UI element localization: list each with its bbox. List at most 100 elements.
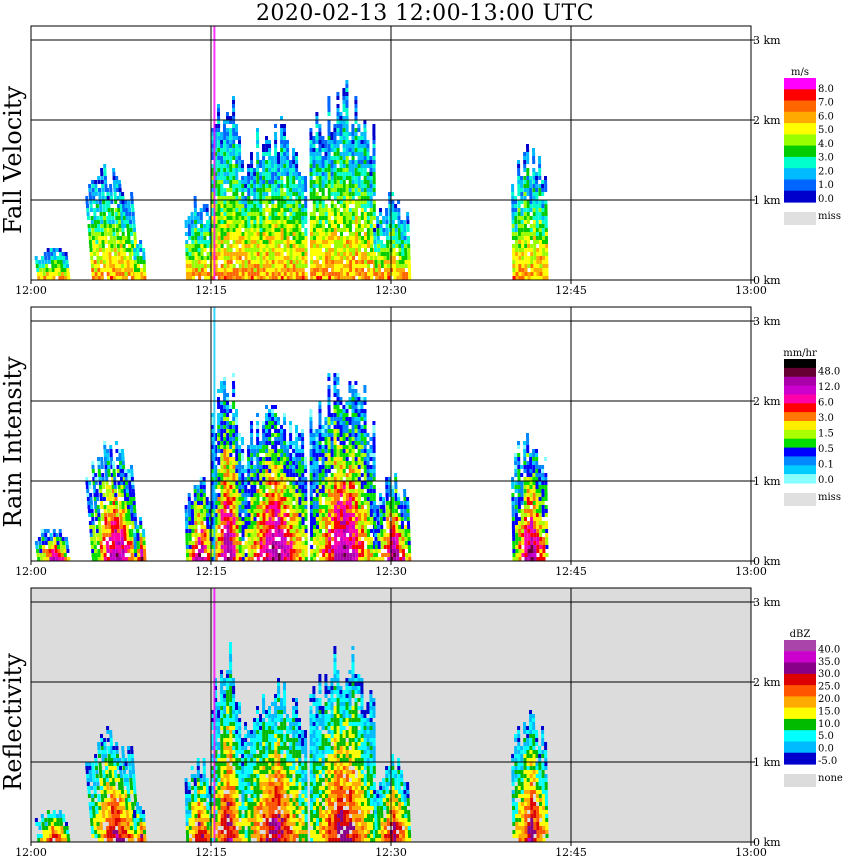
echo-cell — [103, 164, 107, 168]
echo-cell — [524, 272, 528, 276]
echo-cell — [319, 244, 322, 248]
echo-cell — [312, 228, 316, 232]
echo-cell — [262, 449, 266, 453]
echo-cell — [226, 441, 230, 445]
echo-cell — [324, 453, 328, 457]
echo-cell — [286, 489, 290, 493]
echo-cell — [194, 501, 197, 505]
echo-cell — [312, 204, 316, 208]
echo-cell — [295, 493, 299, 497]
echo-cell — [217, 148, 221, 152]
echo-cell — [229, 497, 233, 501]
echo-cell — [363, 160, 367, 164]
echo-cell — [319, 276, 323, 280]
echo-cell — [518, 248, 522, 252]
echo-cell — [220, 136, 223, 140]
echo-cell — [274, 477, 278, 481]
echo-cell — [256, 497, 260, 501]
echo-cell — [357, 216, 361, 220]
echo-cell — [286, 445, 289, 449]
echo-cell — [301, 437, 305, 441]
echo-cell — [345, 168, 349, 172]
echo-cell — [211, 501, 215, 505]
echo-cell — [532, 168, 536, 172]
echo-cell — [315, 136, 319, 140]
echo-cell — [292, 232, 296, 236]
echo-cell — [286, 184, 290, 188]
echo-cell — [298, 453, 302, 457]
echo-cell — [199, 216, 203, 220]
echo-cell — [62, 260, 66, 264]
echo-cell — [363, 164, 367, 168]
echo-cell — [259, 509, 263, 513]
echo-cell — [271, 445, 275, 449]
echo-cell — [211, 240, 215, 244]
echo-cell — [238, 212, 242, 216]
echo-cell — [196, 497, 200, 501]
echo-cell — [289, 212, 293, 216]
echo-cell — [130, 465, 133, 469]
echo-cell — [304, 469, 308, 473]
echo-cell — [229, 160, 233, 164]
echo-cell — [100, 168, 104, 172]
echo-cell — [223, 172, 227, 176]
echo-cell — [268, 497, 272, 501]
echo-cell — [286, 224, 290, 228]
echo-cell — [404, 244, 407, 248]
echo-cell — [105, 208, 109, 212]
echo-cell — [226, 541, 230, 545]
echo-cell — [220, 477, 224, 481]
echo-cell — [207, 276, 211, 280]
echo-cell — [226, 112, 229, 116]
echo-cell — [351, 132, 355, 136]
echo-cell — [232, 393, 236, 397]
echo-cell — [324, 449, 328, 453]
echo-cell — [407, 264, 411, 268]
echo-cell — [343, 236, 346, 240]
echo-cell — [187, 497, 191, 501]
echo-cell — [517, 212, 521, 216]
echo-cell — [301, 485, 305, 489]
echo-cell — [229, 272, 233, 276]
echo-cell — [334, 272, 338, 276]
echo-cell — [40, 557, 44, 561]
echo-cell — [392, 252, 396, 256]
echo-cell — [339, 160, 343, 164]
echo-cell — [309, 212, 313, 216]
echo-cell — [304, 509, 308, 513]
echo-cell — [271, 232, 275, 236]
echo-cell — [289, 477, 293, 481]
echo-cell — [358, 252, 362, 256]
echo-cell — [529, 228, 533, 232]
echo-cell — [250, 529, 254, 533]
echo-cell — [143, 553, 147, 557]
echo-cell — [250, 260, 254, 264]
echo-cell — [265, 449, 269, 453]
echo-cell — [357, 124, 361, 128]
echo-cell — [327, 493, 331, 497]
echo-cell — [193, 493, 197, 497]
echo-cell — [321, 168, 325, 172]
echo-cell — [211, 252, 215, 256]
echo-cell — [324, 180, 328, 184]
echo-cell — [140, 276, 144, 280]
echo-cell — [94, 505, 98, 509]
echo-cell — [355, 244, 358, 248]
echo-cell — [340, 276, 344, 280]
echo-cell — [406, 224, 410, 228]
echo-cell — [366, 176, 370, 180]
echo-cell — [190, 220, 194, 224]
echo-cell — [134, 525, 138, 529]
echo-cell — [214, 248, 218, 252]
echo-cell — [105, 260, 109, 264]
echo-cell — [292, 557, 296, 561]
echo-cell — [382, 216, 386, 220]
echo-cell — [128, 481, 132, 485]
echo-cell — [352, 244, 355, 248]
echo-cell — [241, 493, 245, 497]
echo-cell — [262, 509, 266, 513]
echo-cell — [120, 525, 123, 529]
echo-cell — [327, 212, 331, 216]
echo-cell — [309, 168, 313, 172]
echo-cell — [265, 176, 269, 180]
